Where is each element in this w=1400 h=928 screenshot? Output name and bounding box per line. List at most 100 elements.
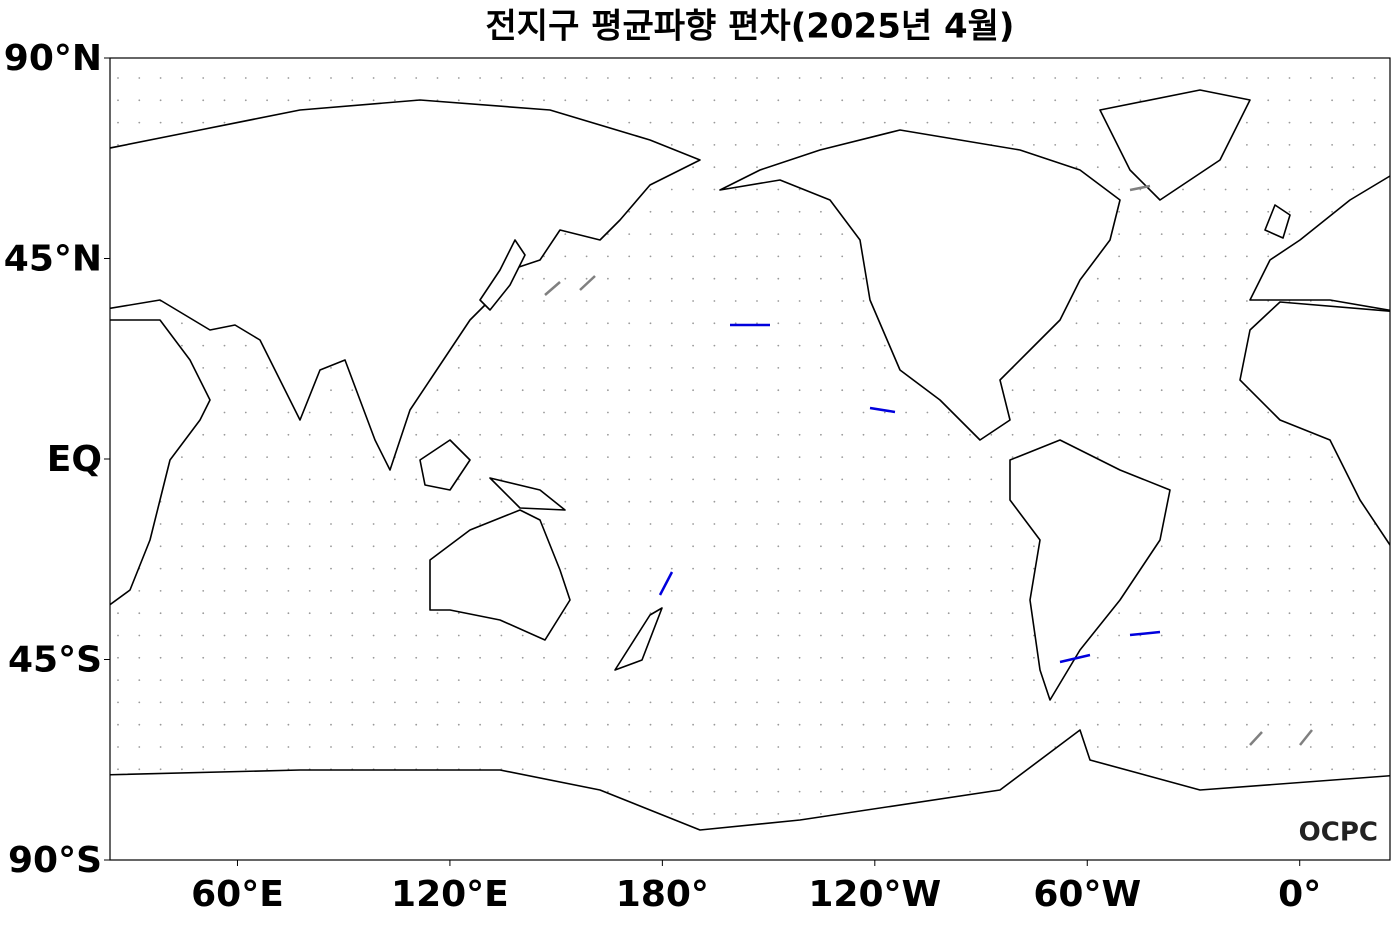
dot (1096, 322, 1099, 325)
dot (756, 500, 758, 503)
dot (756, 523, 758, 525)
dot (308, 701, 311, 704)
dot (798, 433, 801, 436)
dot (202, 768, 205, 771)
dot (905, 545, 907, 548)
dot (1309, 656, 1312, 659)
dot (649, 99, 652, 102)
dot (1373, 723, 1376, 726)
dot (308, 590, 311, 592)
dot (905, 679, 907, 681)
dot (628, 545, 631, 548)
dot (1096, 277, 1099, 280)
dot (181, 567, 183, 570)
dot (202, 99, 205, 102)
arrow (869, 406, 896, 414)
dot (330, 77, 332, 79)
dot (585, 545, 588, 548)
dot (138, 768, 141, 771)
dot (649, 567, 652, 570)
dot (585, 277, 588, 280)
dot (1352, 77, 1355, 79)
dot (713, 188, 716, 191)
dot (564, 389, 567, 392)
dot (777, 99, 780, 102)
dot (372, 612, 375, 615)
dot (1246, 144, 1248, 146)
dot (500, 433, 503, 436)
x-tick-label: 60°E (191, 874, 284, 915)
dot (1203, 210, 1206, 213)
dot (351, 77, 354, 79)
dot (436, 433, 439, 436)
dot (926, 590, 929, 592)
dot (841, 723, 844, 726)
dot (1160, 300, 1163, 302)
dot (585, 746, 588, 748)
dot (947, 456, 950, 458)
dot (777, 634, 780, 637)
dot (1331, 99, 1333, 102)
dot (1373, 99, 1376, 102)
dot (1182, 590, 1184, 592)
dot (1075, 389, 1078, 392)
dot (308, 523, 311, 525)
dot (883, 768, 886, 771)
dot (202, 344, 205, 347)
dot (1011, 99, 1014, 102)
dot (649, 322, 652, 325)
dot (1288, 188, 1291, 191)
dot (1373, 612, 1376, 615)
dot (117, 656, 119, 659)
dot (287, 77, 290, 79)
dot (841, 523, 844, 525)
dot (223, 567, 226, 570)
dot (649, 210, 652, 213)
dot (734, 300, 737, 302)
dot (777, 679, 780, 681)
dot (266, 701, 268, 704)
dot (1288, 478, 1291, 481)
dot (947, 77, 950, 79)
dot (244, 367, 247, 369)
dot (564, 367, 567, 369)
dot (1096, 77, 1099, 79)
dot (372, 500, 375, 503)
dot (926, 478, 929, 481)
dot (500, 411, 503, 414)
dot (521, 679, 524, 681)
dot (1160, 612, 1163, 615)
dot (1203, 701, 1206, 704)
dot (223, 500, 226, 503)
dot (1267, 590, 1270, 592)
dot (670, 612, 673, 615)
dot (1246, 300, 1248, 302)
dot (607, 255, 609, 258)
dot (734, 567, 737, 570)
dot (1352, 746, 1355, 748)
dot (394, 77, 396, 79)
dot (798, 478, 801, 481)
dot (1288, 679, 1291, 681)
dot (1011, 768, 1014, 771)
dot (1160, 456, 1163, 458)
dot (692, 612, 694, 615)
dot (777, 813, 780, 815)
arrow (1129, 630, 1161, 637)
dot (1224, 634, 1227, 637)
dot (1267, 679, 1270, 681)
dot (607, 367, 609, 369)
dot (308, 656, 311, 659)
dot (990, 723, 993, 726)
dot (1054, 411, 1057, 414)
dot (670, 634, 673, 637)
dot (777, 389, 780, 392)
dot (117, 768, 119, 771)
dot (798, 144, 801, 146)
dot (415, 500, 418, 503)
dot (202, 433, 205, 436)
dot (159, 121, 162, 124)
dot (223, 77, 226, 79)
dot (564, 768, 567, 771)
